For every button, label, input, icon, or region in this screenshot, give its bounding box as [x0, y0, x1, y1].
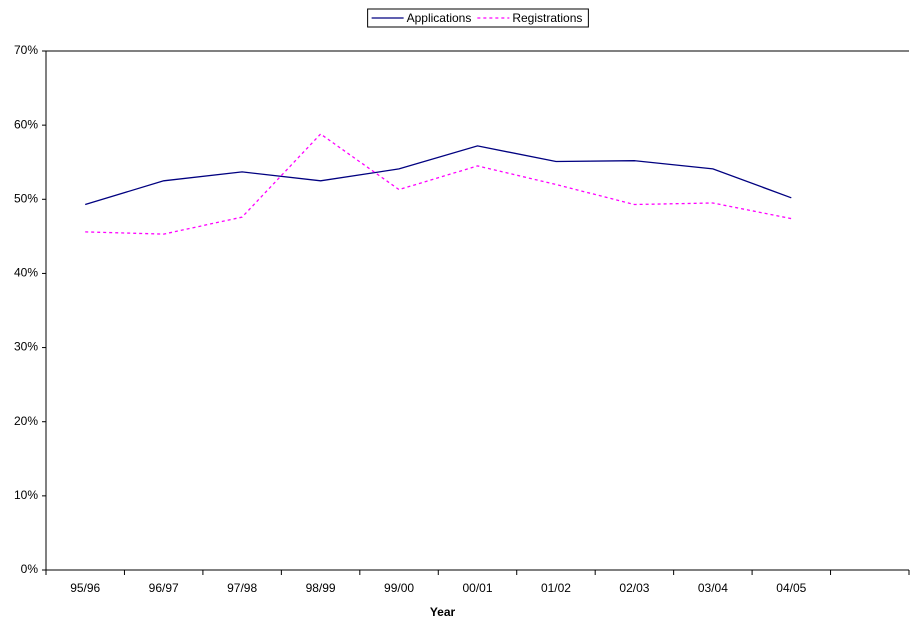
y-tick-label: 50%	[14, 191, 38, 205]
y-tick-label: 10%	[14, 488, 38, 502]
x-tick-label: 97/98	[227, 581, 257, 595]
x-tick-label: 02/03	[619, 581, 649, 595]
x-tick-label: 00/01	[462, 581, 492, 595]
x-tick-label: 96/97	[149, 581, 179, 595]
y-tick-label: 40%	[14, 266, 38, 280]
x-tick-label: 95/96	[70, 581, 100, 595]
x-tick-label: 03/04	[698, 581, 728, 595]
series-line	[85, 145, 792, 206]
x-tick-label: 98/99	[306, 581, 336, 595]
x-axis-label: Year	[430, 605, 456, 619]
y-tick-label: 70%	[14, 43, 38, 57]
x-tick-label: 01/02	[541, 581, 571, 595]
y-tick-label: 20%	[14, 414, 38, 428]
legend-label: Registrations	[512, 11, 582, 25]
legend-label: Applications	[407, 11, 472, 25]
y-tick-label: 30%	[14, 340, 38, 354]
y-tick-label: 60%	[14, 117, 38, 131]
x-tick-label: 04/05	[776, 581, 806, 595]
series-line	[85, 133, 792, 235]
x-tick-label: 99/00	[384, 581, 414, 595]
y-tick-label: 0%	[21, 562, 39, 576]
legend: Applications Registrations	[367, 8, 589, 28]
